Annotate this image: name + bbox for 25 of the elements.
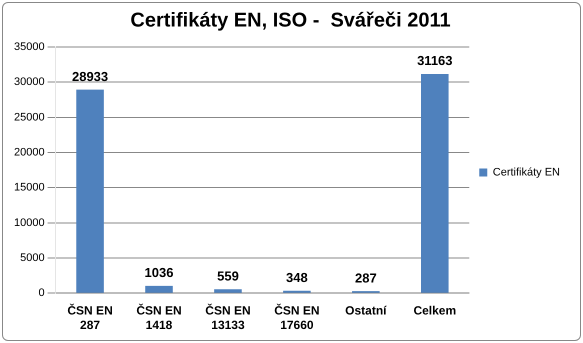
- data-label: 28933: [72, 68, 108, 84]
- chart-title: Certifikáty EN, ISO - Svářeči 2011: [130, 10, 451, 32]
- x-tick-label: ČSN EN 287: [67, 304, 113, 332]
- x-tick-label: ČSN EN 13133: [205, 304, 251, 332]
- y-tick-label: 25000: [14, 111, 45, 124]
- data-label: 559: [217, 268, 239, 284]
- y-tick-label: 35000: [14, 41, 45, 54]
- x-tick-label: Ostatní: [345, 304, 388, 318]
- bar: [421, 74, 449, 293]
- y-tick-label: 30000: [14, 76, 45, 88]
- x-tick-label: ČSN EN 17660: [274, 304, 320, 332]
- y-tick-label: 10000: [14, 216, 45, 229]
- data-label: 287: [354, 270, 377, 286]
- bar: [76, 90, 104, 293]
- y-tick-label: 20000: [14, 146, 45, 159]
- data-label: 1036: [144, 264, 174, 280]
- bar: [145, 286, 173, 293]
- legend-label: Certifikáty EN: [492, 166, 560, 179]
- data-label: 348: [286, 270, 308, 285]
- x-tick-label: Celkem: [413, 304, 456, 318]
- y-tick-label: 0: [38, 287, 45, 300]
- y-tick-label: 5000: [20, 252, 45, 264]
- y-tick-label: 15000: [14, 182, 45, 194]
- x-tick-label: ČSN EN 1418: [136, 304, 182, 332]
- data-label: 31163: [417, 53, 453, 68]
